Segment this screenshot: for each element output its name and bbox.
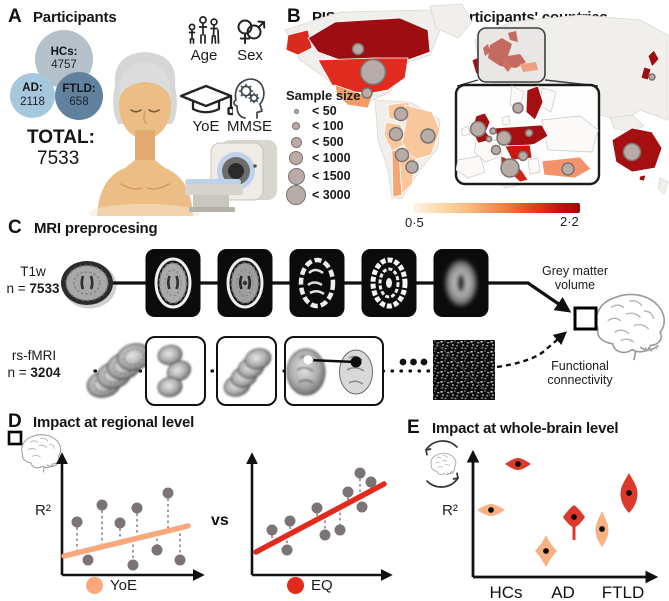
violin-shapes [477, 458, 638, 567]
group-ad-count: 2118 [20, 95, 45, 108]
panel-e-title: Impact at whole-brain level [432, 420, 619, 437]
group-circle-ad: AD: 2118 [10, 73, 55, 118]
total-value: 7533 [37, 148, 80, 169]
violin-median-dots [488, 461, 632, 554]
group-ftld-count: 658 [69, 96, 89, 108]
cortex-lineart [573, 293, 665, 361]
panel-a-letter: A [8, 6, 22, 27]
europe-zoom-inset [454, 83, 601, 186]
category-ftld: FTLD [601, 583, 645, 601]
t1w-step-boxes [145, 249, 489, 317]
t1w-source-brain [61, 261, 117, 309]
age-people-icon [188, 16, 220, 44]
mri-scanner-illustration [185, 140, 277, 212]
colorbar-min-label: 0·5 [405, 215, 424, 230]
fmri-step-boxes [145, 336, 384, 406]
size-dot-1000 [289, 151, 303, 165]
eq-legend-label: EQ [311, 577, 333, 594]
group-hcs-count: 4757 [51, 59, 77, 71]
group-ftld-name: FTLD: [62, 82, 96, 95]
whole-brain-rotation-icon [425, 440, 459, 488]
size-dot-500 [290, 136, 302, 148]
size-dot-1500 [287, 167, 305, 185]
t1w-n: n = 7533 [6, 281, 60, 296]
sex-symbols-icon [237, 19, 266, 44]
size-legend-item: < 500 [284, 132, 344, 152]
panel-e-letter: E [407, 417, 420, 438]
yoe-trend-line [61, 523, 191, 559]
covariate-yoe-label: YoE [192, 118, 220, 135]
panel-d-letter: D [8, 411, 22, 432]
t1w-label: T1w [20, 264, 46, 279]
group-hcs-name: HCs: [50, 45, 78, 58]
panel-c-title: MRI preprocesing [34, 220, 158, 237]
fmri-source-stack [86, 343, 152, 398]
participant-person-illustration [89, 52, 201, 216]
fc-matrix [433, 340, 495, 400]
regional-scatter-plots [56, 452, 393, 581]
eq-scatter-dots [266, 467, 377, 556]
size-legend-item: < 50 [284, 101, 337, 121]
eq-legend: EQ [287, 577, 333, 594]
yoe-scatter-dots [71, 487, 186, 571]
yoe-legend-dot [86, 577, 103, 594]
ellipsis-dots [399, 358, 428, 366]
panel-e-ylabel: R² [442, 502, 458, 519]
roi-square [573, 306, 598, 331]
yoe-legend: YoE [86, 577, 137, 594]
vs-label: vs [211, 512, 229, 529]
size-dot-3000 [286, 185, 306, 205]
group-ad-name: AD: [22, 82, 43, 95]
europe-minimap-inset [456, 27, 599, 87]
category-ad: AD [551, 583, 575, 601]
eq-trend-line [253, 481, 387, 555]
panel-b-letter: B [287, 6, 301, 27]
size-dot-100 [292, 122, 300, 130]
size-legend-item: < 100 [284, 116, 344, 136]
violin-ad-eq [563, 505, 585, 540]
fc-dashed-arrow [496, 331, 568, 369]
roi-square-small [7, 430, 23, 446]
covariate-sex-label: Sex [237, 47, 263, 64]
colorbar-max-label: 2·2 [560, 214, 579, 229]
category-hcs: HCs [489, 583, 523, 601]
panel-d-ylabel: R² [35, 502, 51, 519]
size-legend-title: Sample size [286, 88, 361, 103]
panel-a-title: Participants [33, 9, 117, 26]
covariate-age-label: Age [190, 47, 218, 64]
size-legend-item: < 1000 [284, 148, 351, 168]
size-legend-item: < 3000 [284, 185, 351, 205]
panel-d-title: Impact at regional level [33, 414, 195, 431]
violin-axes [466, 449, 659, 584]
functional-connectivity-label: Functional connectivity [547, 359, 613, 387]
fmri-n: n = 3204 [7, 365, 61, 380]
grey-matter-volume-label: Grey matter volume [542, 264, 608, 292]
covariate-mmse-label: MMSE [227, 118, 272, 135]
pisa-colorbar [413, 203, 580, 213]
world-map [284, 3, 669, 199]
graduation-cap-icon [179, 84, 233, 116]
map-sample-dots [351, 42, 656, 174]
fmri-label: rs-fMRI [11, 348, 57, 363]
size-dot-50 [293, 108, 299, 114]
eq-plot-axes [246, 452, 393, 581]
panel-c-letter: C [8, 217, 22, 238]
total-label: TOTAL: [27, 127, 95, 148]
eq-legend-dot [287, 577, 304, 594]
yoe-legend-label: YoE [110, 577, 137, 594]
head-cogs-icon [233, 78, 265, 119]
group-circle-ftld: FTLD: 658 [55, 72, 103, 120]
mri-pipeline-graphic [61, 249, 665, 406]
size-legend-item: < 1500 [284, 166, 351, 186]
wholebrain-violin-plot [466, 449, 659, 584]
